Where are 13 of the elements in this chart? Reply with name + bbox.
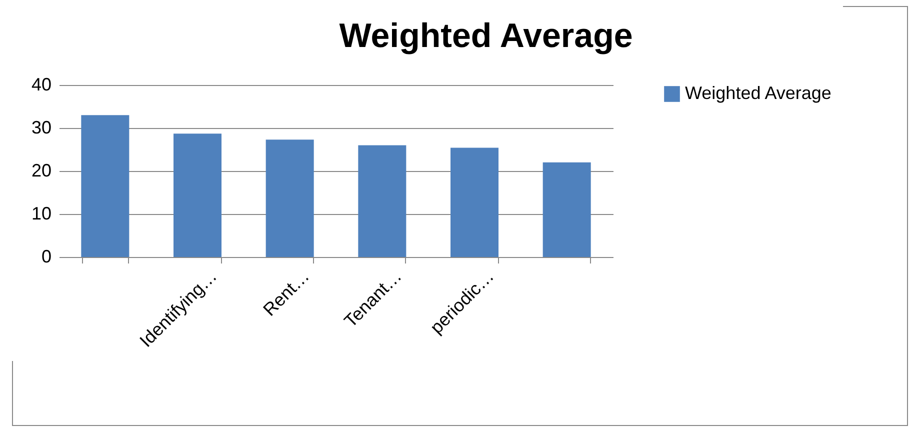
- y-tick-label: 0: [41, 246, 52, 266]
- y-tick-label: 10: [31, 204, 52, 224]
- bar: [266, 140, 314, 257]
- bar: [81, 115, 130, 257]
- bar: [174, 134, 222, 257]
- legend-label: Weighted Average: [685, 83, 832, 103]
- y-tick-label: 20: [31, 160, 52, 180]
- y-tick-label: 40: [31, 74, 52, 94]
- y-tick-label: 30: [31, 118, 52, 138]
- bar: [450, 148, 498, 257]
- bar: [542, 162, 591, 257]
- chart-title: Weighted Average: [339, 17, 633, 55]
- bar: [358, 145, 406, 257]
